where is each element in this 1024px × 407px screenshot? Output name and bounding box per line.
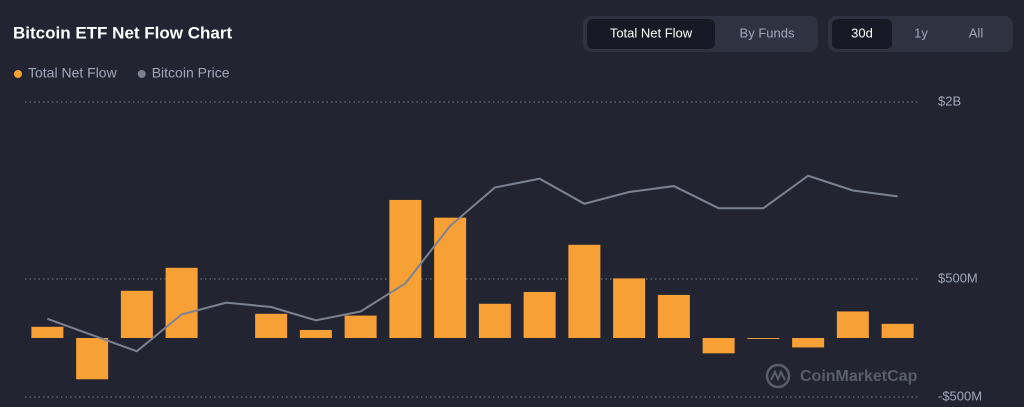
legend-label: Bitcoin Price xyxy=(152,65,230,81)
toggle-button[interactable]: All xyxy=(969,25,984,40)
view-active xyxy=(587,19,715,49)
legend-marker xyxy=(137,70,146,78)
legend-label: Total Net Flow xyxy=(28,65,118,81)
y-tick-label: $500M xyxy=(938,270,978,285)
bar xyxy=(613,278,646,338)
range-active xyxy=(832,19,892,49)
bar xyxy=(568,244,601,338)
price-line xyxy=(47,174,898,353)
bar xyxy=(792,338,825,348)
bar xyxy=(31,326,64,338)
watermark-logo xyxy=(765,363,791,389)
bar xyxy=(702,338,735,354)
toggle-button[interactable]: By Funds xyxy=(740,25,795,40)
bar xyxy=(120,290,153,338)
y-tick-label: $2B xyxy=(938,93,961,108)
bar xyxy=(523,291,556,338)
bar xyxy=(836,311,869,338)
watermark: CoinMarketCap xyxy=(800,368,918,385)
bar xyxy=(76,338,109,380)
bar xyxy=(657,294,690,338)
bar xyxy=(747,338,780,339)
toggle-button[interactable]: 30d xyxy=(851,25,873,40)
bar xyxy=(165,267,198,338)
bar xyxy=(255,313,288,338)
legend-marker xyxy=(14,70,22,78)
bar xyxy=(344,315,377,338)
y-tick-label: -$500M xyxy=(938,388,982,403)
bar xyxy=(881,323,914,338)
chart-title: Bitcoin ETF Net Flow Chart xyxy=(13,23,232,42)
bar xyxy=(478,303,511,338)
toggle-button[interactable]: 1y xyxy=(914,25,928,40)
bar xyxy=(299,329,332,338)
bar xyxy=(434,217,467,338)
toggle-button[interactable]: Total Net Flow xyxy=(610,25,693,40)
